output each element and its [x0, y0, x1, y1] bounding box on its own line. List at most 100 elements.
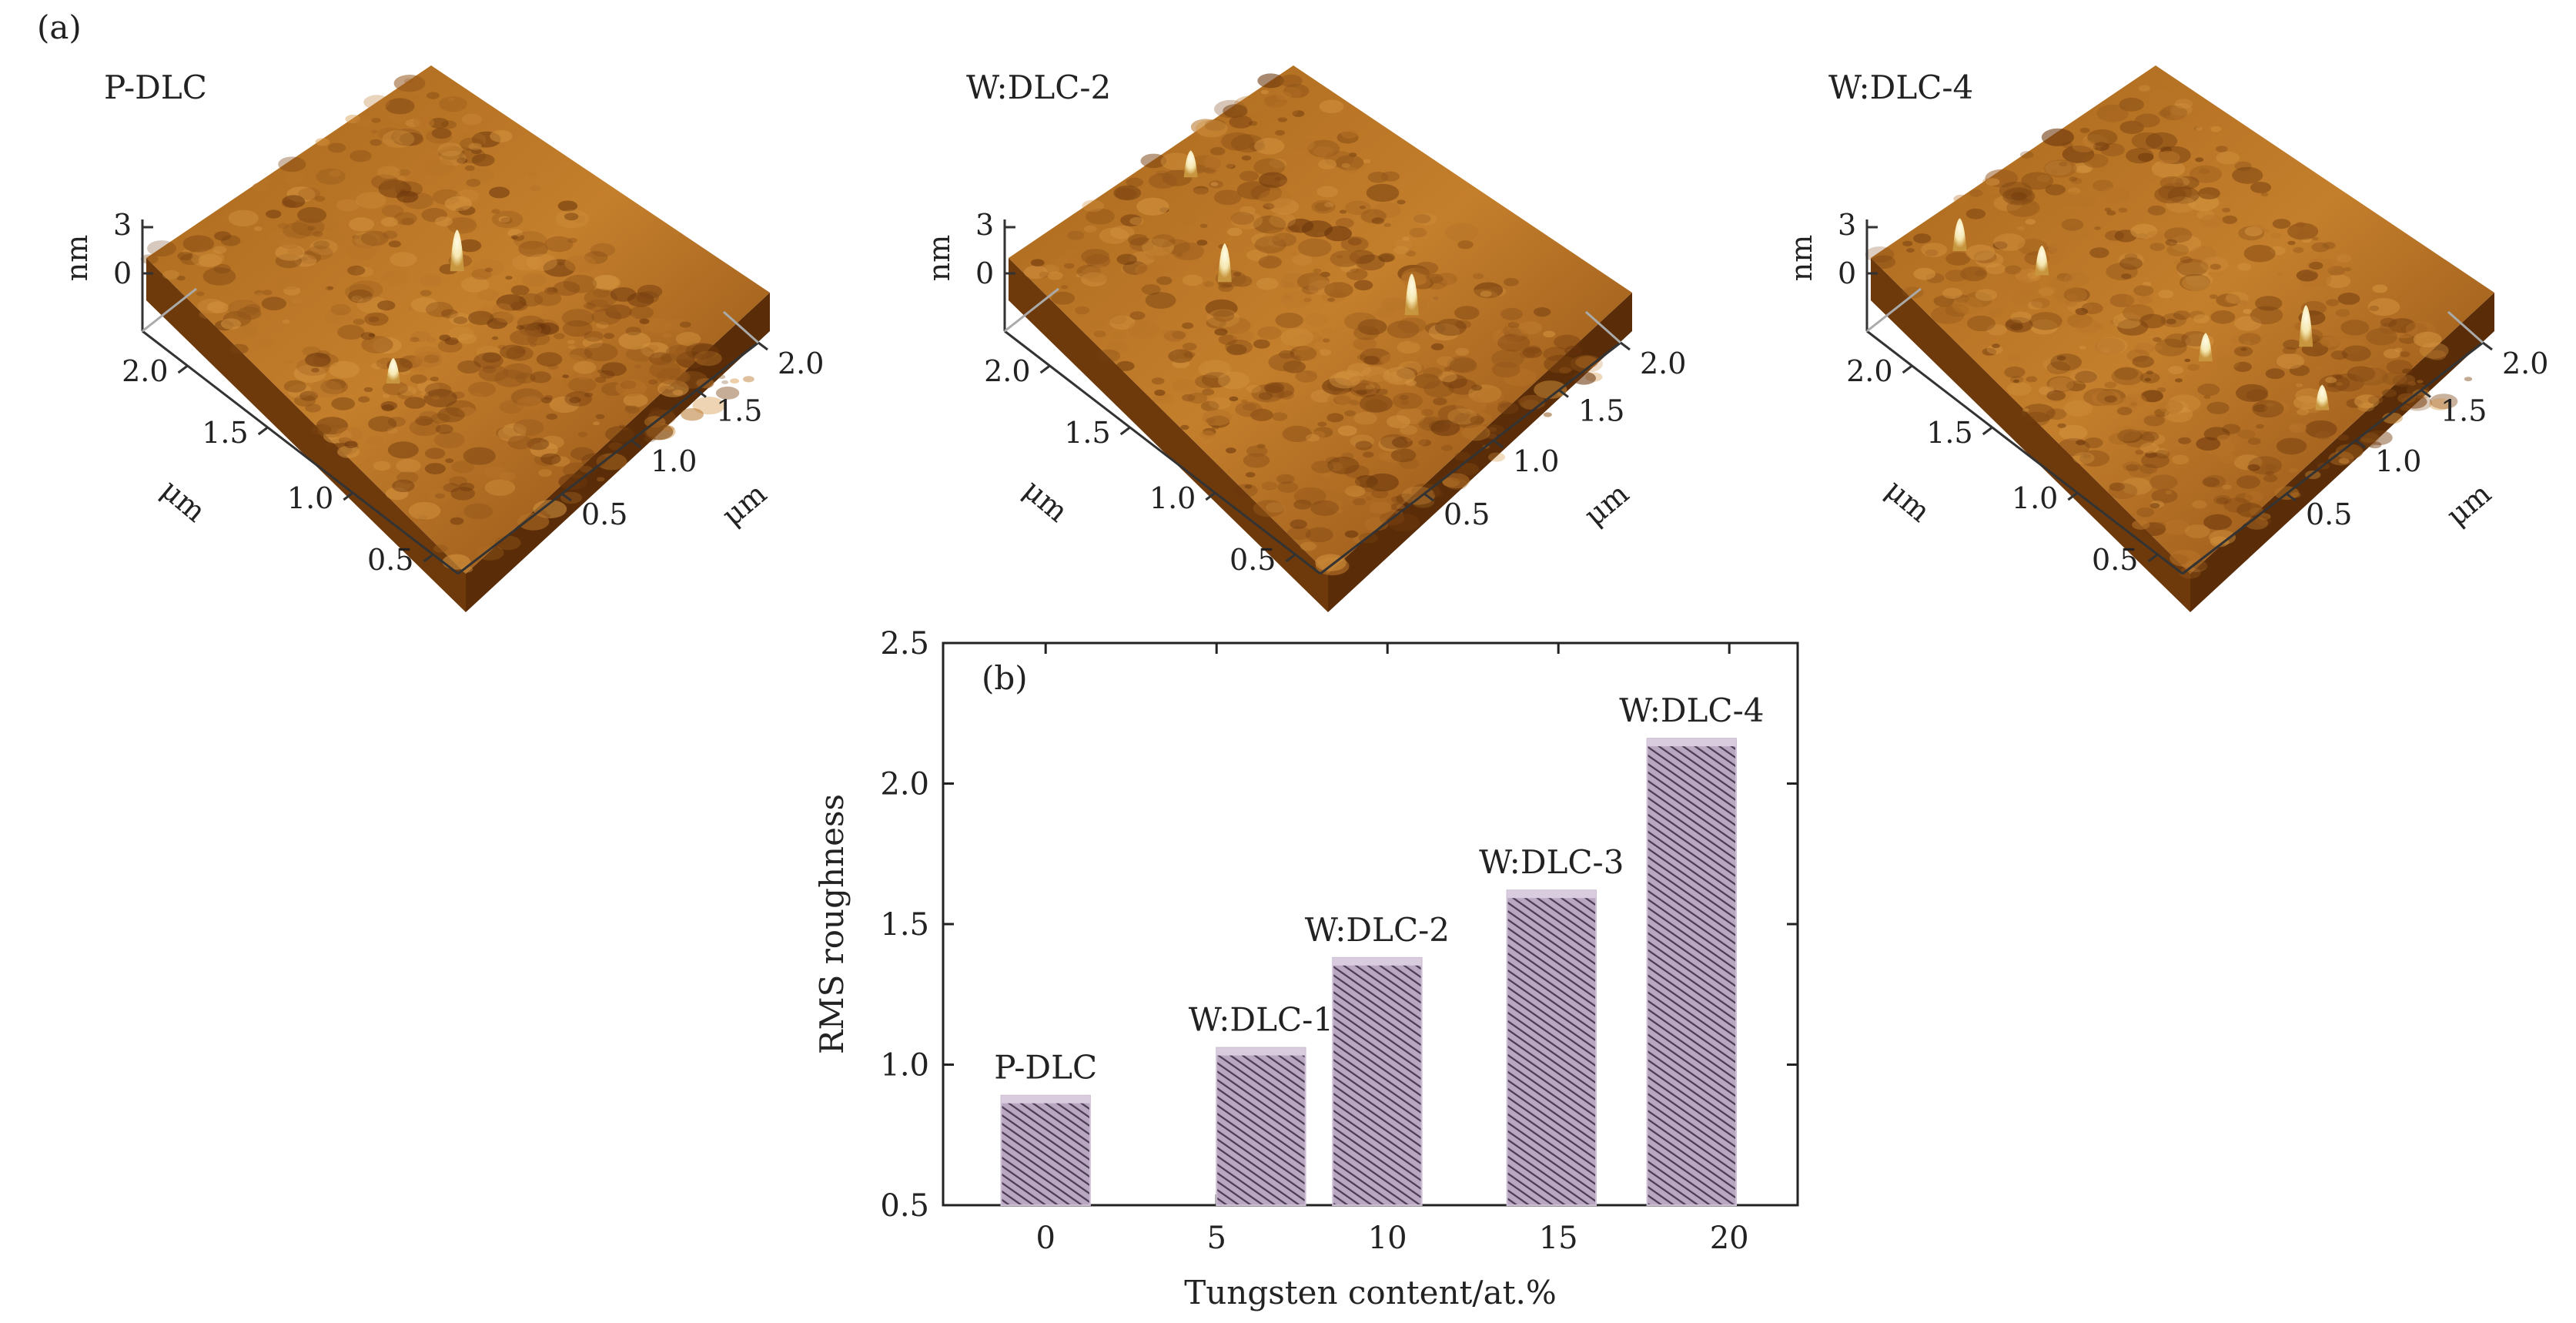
afm-texture-spot [1239, 170, 1260, 182]
afm-texture-spot [484, 267, 493, 273]
afm-texture-spot [2149, 503, 2160, 509]
afm-texture-spot [1277, 117, 1287, 122]
afm-texture-spot [2158, 110, 2170, 117]
afm-z-tick-label: 3 [975, 208, 994, 242]
afm-texture-spot [437, 142, 463, 157]
afm-texture-spot [2270, 233, 2282, 239]
afm-texture-spot [2177, 262, 2210, 280]
afm-texture-spot [1455, 347, 1470, 356]
afm-texture-spot [1344, 312, 1377, 330]
afm-texture-spot [2153, 337, 2162, 342]
afm-texture-spot [2145, 132, 2178, 150]
afm-texture-spot [1076, 265, 1102, 279]
afm-texture-spot [457, 360, 481, 373]
afm-texture-spot [356, 117, 372, 126]
afm-texture-spot [2296, 270, 2318, 282]
afm-texture-spot [1324, 202, 1334, 208]
afm-texture-spot [2069, 176, 2078, 182]
afm-texture-spot [1999, 270, 2015, 279]
afm-texture-spot [2036, 175, 2050, 183]
afm-x-tick-label: 1.0 [287, 481, 333, 515]
afm-texture-spot [2135, 450, 2144, 455]
afm-texture-spot [1363, 451, 1374, 458]
afm-texture-spot [1352, 383, 1374, 395]
afm-texture-spot [1257, 326, 1282, 340]
afm-texture-spot [1559, 367, 1571, 374]
afm-texture-spot [1136, 197, 1169, 216]
afm-texture-spot [213, 263, 232, 274]
afm-texture-spot [515, 372, 536, 384]
afm-z-tick-label: 0 [975, 256, 994, 290]
afm-texture-spot [2067, 313, 2093, 328]
afm-texture-spot [399, 408, 421, 421]
afm-texture-spot [1324, 282, 1353, 298]
afm-x-tick [2067, 491, 2079, 501]
afm-texture-spot [521, 273, 547, 287]
afm-texture-spot [1277, 481, 1298, 493]
afm-y-tick-label: 1.5 [2441, 394, 2487, 428]
afm-texture-spot [2001, 265, 2033, 283]
afm-x-tick-label: 2.0 [984, 354, 1030, 388]
afm-texture-spot [1229, 116, 1253, 129]
afm-texture-spot [399, 386, 417, 396]
afm-texture-spot [439, 150, 467, 166]
afm-texture-spot [2145, 175, 2156, 182]
afm-y-tick-label: 2.0 [1640, 347, 1686, 380]
bar-cap [1333, 957, 1422, 966]
afm-texture-spot [2253, 357, 2263, 363]
afm-texture-spot [2114, 367, 2139, 380]
afm-texture-spot [266, 209, 282, 219]
afm-texture-spot [320, 379, 348, 394]
afm-texture-spot [2076, 165, 2092, 173]
afm-texture-spot [2338, 457, 2350, 464]
afm-texture-spot [2123, 461, 2141, 472]
afm-texture-spot [237, 306, 262, 320]
afm-texture-spot [649, 407, 663, 415]
afm-texture-spot [1082, 265, 1114, 283]
afm-texture-spot [296, 357, 330, 376]
afm-texture-spot [2170, 104, 2205, 123]
afm-texture-spot [1324, 226, 1352, 242]
afm-texture-spot [2197, 384, 2220, 397]
afm-texture-spot [1172, 193, 1182, 198]
afm-texture-spot [2206, 401, 2230, 414]
afm-texture-spot [1544, 354, 1577, 373]
x-axis-title: Tungsten content/at.% [1184, 1274, 1557, 1311]
afm-panel: 3 0 nm 2.0 1.5 1.0 0.5 μm 2.0 1.5 1.0 0.5 μm W:DLC-2 [922, 65, 1686, 612]
afm-texture-spot [536, 352, 563, 367]
afm-texture-spot [507, 435, 534, 450]
afm-texture-spot [1067, 230, 1085, 240]
afm-texture-spot [410, 374, 427, 384]
afm-texture-spot [2142, 281, 2152, 287]
afm-texture-spot [2180, 273, 2210, 291]
afm-texture-spot [1310, 500, 1339, 516]
afm-texture-spot [1156, 169, 1168, 177]
afm-texture-spot [2304, 349, 2317, 357]
afm-texture-spot [1214, 328, 1228, 336]
afm-texture-spot [2072, 139, 2096, 152]
afm-texture-spot [1337, 131, 1359, 144]
afm-y-tick-label: 2.0 [2502, 347, 2548, 380]
afm-texture-spot [1291, 138, 1315, 152]
afm-texture-spot [424, 382, 452, 398]
afm-texture-spot [477, 289, 499, 301]
afm-texture-spot [562, 320, 593, 337]
afm-texture-spot [2360, 432, 2380, 444]
afm-texture-spot [626, 346, 655, 362]
afm-texture-spot [2196, 209, 2215, 220]
afm-texture-spot [622, 427, 629, 430]
afm-texture-spot [1434, 273, 1457, 286]
afm-texture-spot [1454, 451, 1471, 461]
afm-texture-spot [2222, 484, 2232, 490]
afm-x-unit: μm [155, 473, 212, 529]
afm-texture-spot [2162, 520, 2190, 535]
afm-texture-spot [1254, 236, 1286, 254]
afm-texture-spot [581, 453, 607, 467]
afm-texture-spot [2004, 366, 2026, 378]
afm-texture-spot [1305, 370, 1318, 377]
afm-texture-spot [2099, 186, 2130, 203]
afm-texture-spot [1253, 500, 1285, 517]
x-tick-label: 15 [1539, 1221, 1578, 1256]
afm-texture-spot [2260, 192, 2269, 197]
afm-peak [386, 357, 400, 384]
